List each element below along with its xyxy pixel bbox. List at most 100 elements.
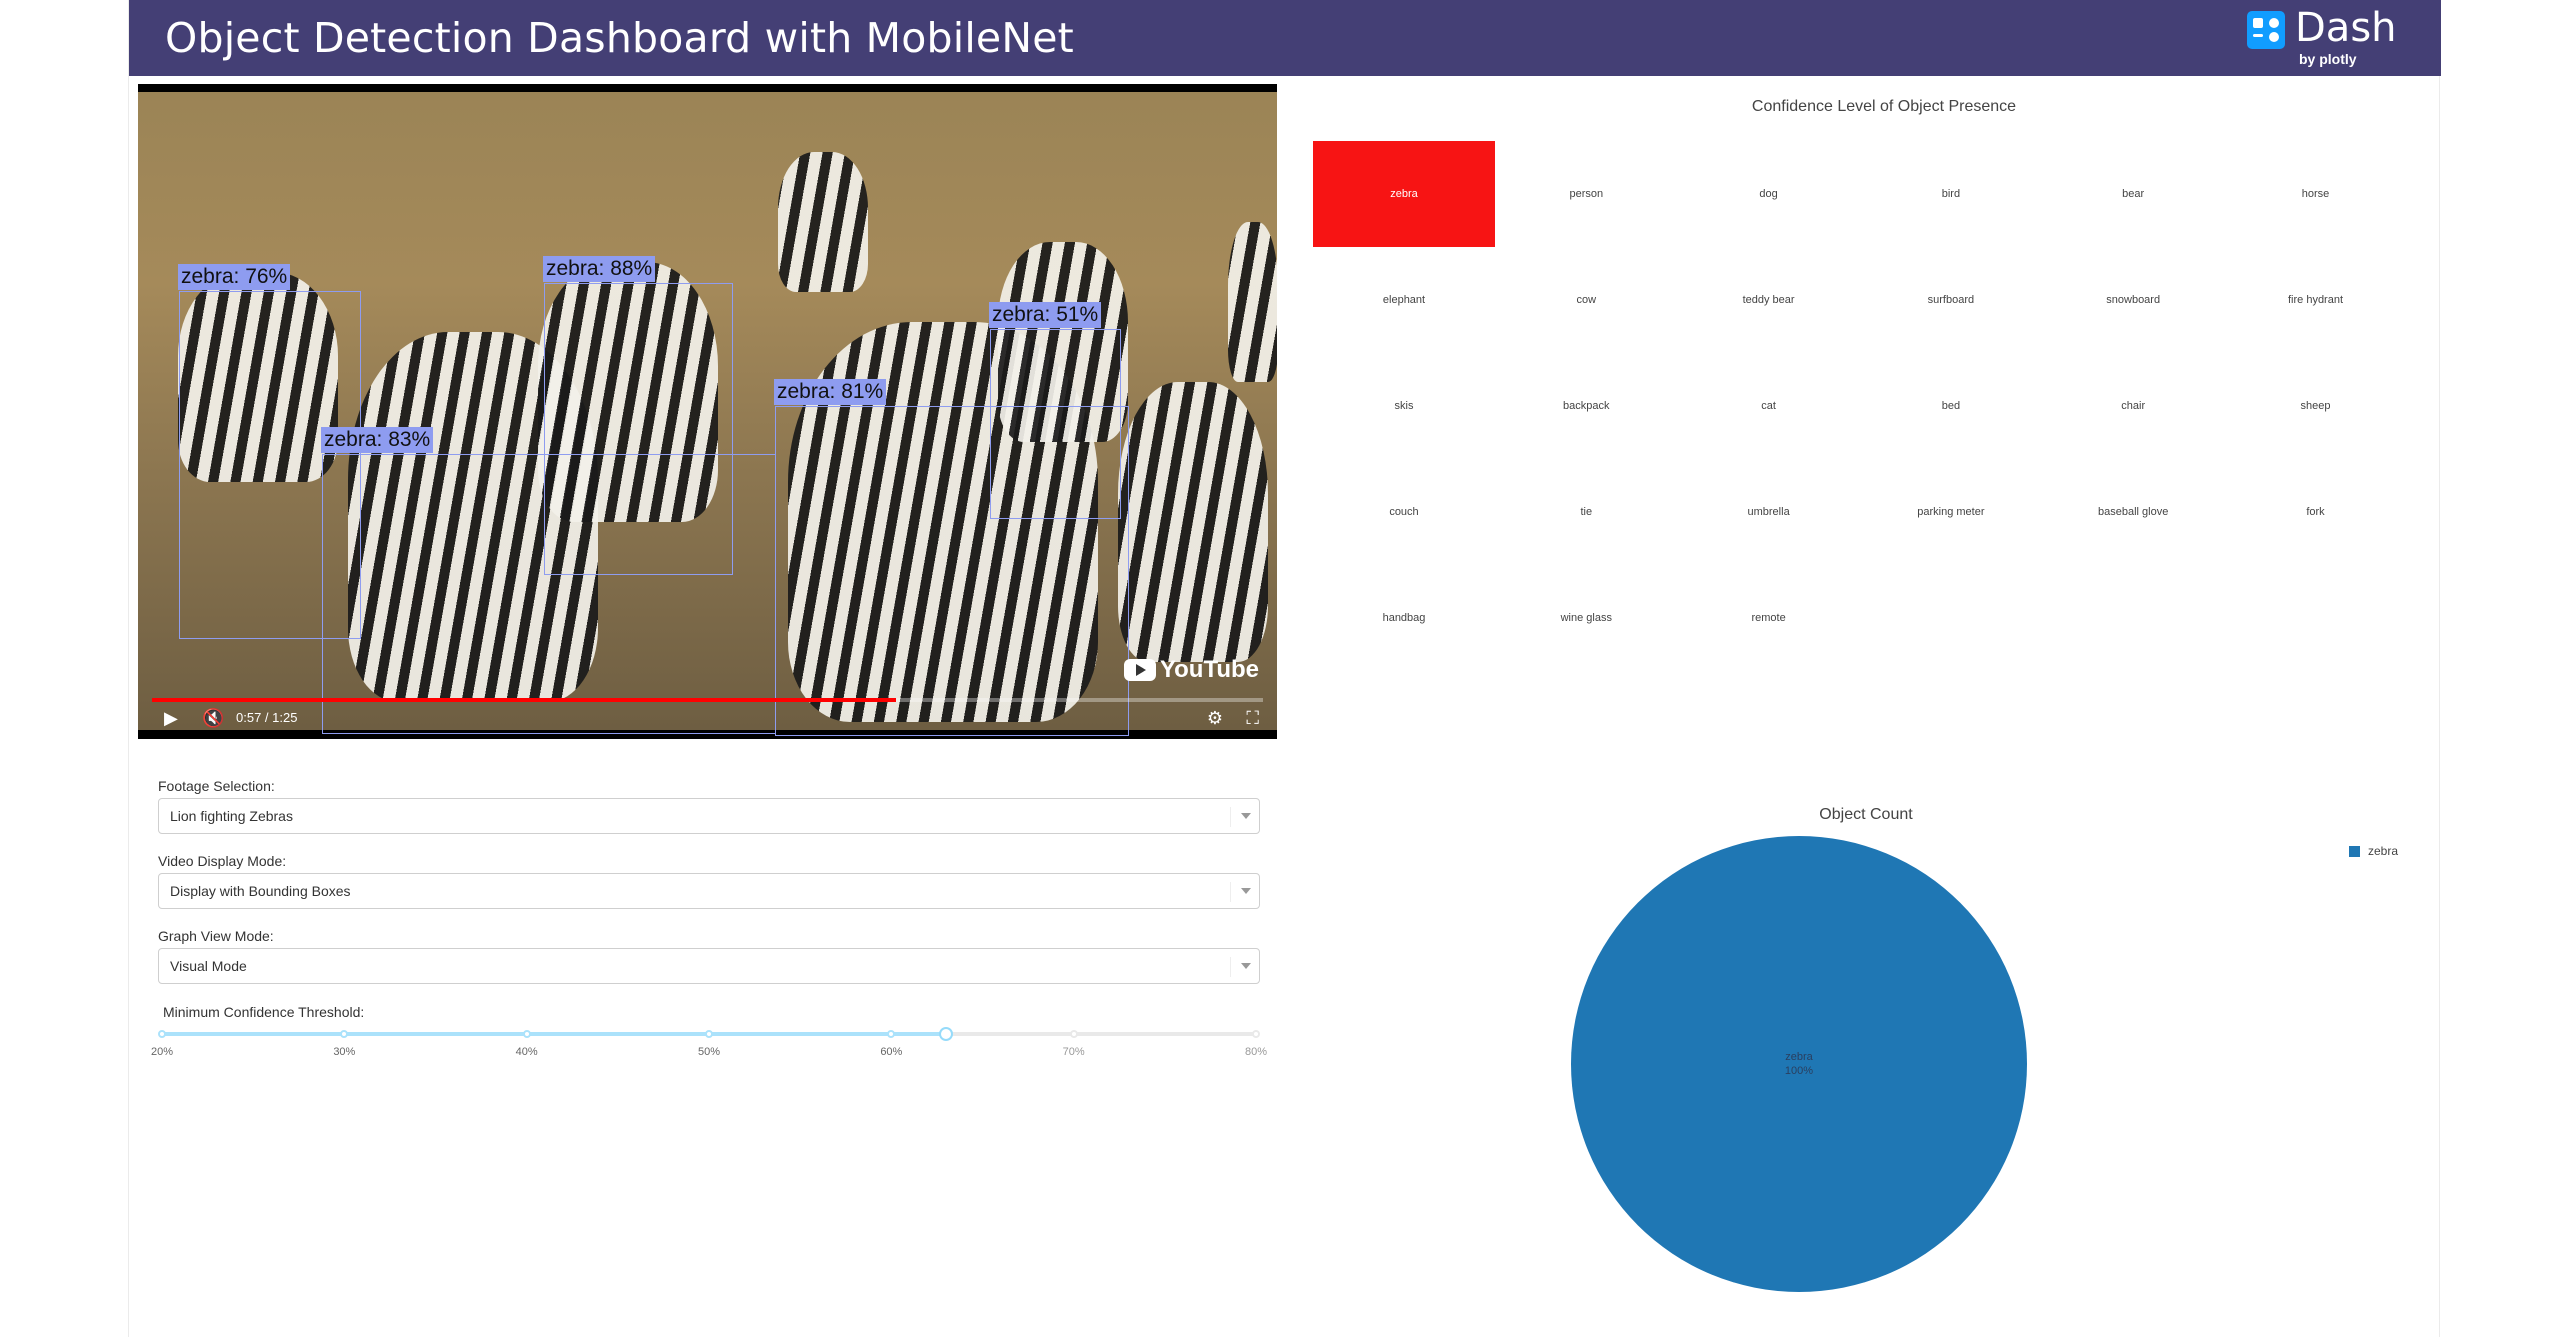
heatmap-cell[interactable]: fire hydrant [2287, 294, 2344, 306]
heatmap-cell[interactable]: cat [1761, 400, 1776, 412]
graph-view-mode-dropdown[interactable]: Visual Mode [158, 948, 1260, 984]
video-display-mode-value: Display with Bounding Boxes [170, 883, 351, 899]
slider-handle[interactable] [939, 1027, 954, 1041]
confidence-heatmap[interactable]: zebra person dog bird bear horse elephant cow te… [1313, 141, 2407, 671]
slider-dot[interactable] [340, 1030, 349, 1038]
heatmap-cell[interactable]: parking meter [1917, 506, 1985, 518]
heatmap-cell[interactable]: fork [2306, 506, 2325, 518]
slider-dot[interactable] [522, 1030, 531, 1038]
legend-label: zebra [2368, 844, 2399, 858]
chevron-down-icon[interactable] [1241, 963, 1251, 969]
footage-selection-label: Footage Selection: [158, 778, 275, 794]
heatmap-cell[interactable]: zebra [1313, 141, 1495, 247]
pie-slice-label: 100% [1785, 1065, 1813, 1077]
heatmap-cell[interactable]: snowboard [2106, 294, 2161, 306]
heatmap-cell[interactable]: horse [2301, 188, 2330, 200]
heatmap-cell[interactable]: sheep [2300, 400, 2331, 412]
youtube-wordmark: YouTube [1159, 656, 1259, 683]
slider-dot[interactable] [1252, 1030, 1260, 1038]
slider-mark-label[interactable]: 20% [150, 1046, 174, 1058]
slider-track [162, 1032, 947, 1036]
heatmap-cell[interactable]: handbag [1382, 612, 1426, 624]
heatmap-cell[interactable]: skis [1394, 400, 1414, 412]
pie-legend[interactable]: zebra [2349, 844, 2398, 858]
heatmap-cell[interactable]: umbrella [1747, 506, 1790, 518]
app-container: Object Detection Dashboard with MobileNe… [128, 0, 2441, 1337]
heatmap-cell[interactable]: remote [1751, 612, 1786, 624]
zebra-figure [1228, 222, 1277, 382]
page-title: Object Detection Dashboard with MobileNe… [165, 14, 1074, 62]
dash-logo[interactable]: Dash by plotly [2247, 5, 2397, 69]
legend-swatch [2349, 845, 2360, 857]
slider-dot[interactable] [1069, 1030, 1078, 1038]
pie-slice-zebra[interactable] [1571, 836, 2027, 1292]
banner: Object Detection Dashboard with MobileNe… [129, 0, 2441, 76]
detection-box: zebra: 81% [774, 379, 1129, 736]
video-progress-fill [152, 698, 897, 702]
slider-mark-label[interactable]: 80% [1244, 1046, 1268, 1058]
video-display-mode-label: Video Display Mode: [158, 853, 287, 869]
slider-mark-label[interactable]: 50% [697, 1046, 721, 1058]
zebra-figure [778, 152, 868, 292]
video-display-mode-dropdown[interactable]: Display with Bounding Boxes [158, 873, 1260, 909]
heatmap-cell[interactable]: cow [1576, 294, 1597, 306]
heatmap-title: Confidence Level of Object Presence [1751, 98, 2017, 115]
chevron-down-icon[interactable] [1241, 888, 1251, 894]
dropdown-separator [1230, 807, 1231, 827]
heatmap-cell[interactable]: surfboard [1927, 294, 1975, 306]
slider-mark-label[interactable]: 60% [880, 1046, 903, 1058]
heatmap-cell[interactable]: chair [2121, 400, 2146, 412]
graph-view-mode-value: Visual Mode [170, 958, 247, 974]
heatmap-cell[interactable]: dog [1759, 188, 1778, 200]
heatmap-cell[interactable]: backpack [1563, 400, 1610, 412]
footage-selection-value: Lion fighting Zebras [170, 808, 293, 824]
heatmap-cell[interactable]: tie [1580, 506, 1593, 518]
slider-mark-label[interactable]: 30% [333, 1046, 356, 1058]
confidence-threshold-slider[interactable]: 20% 30% 40% 50% 60% 70% 80% [151, 1027, 1267, 1058]
slider-mark-label[interactable]: 40% [515, 1046, 538, 1058]
heatmap-cell[interactable]: elephant [1382, 294, 1426, 306]
heatmap-cell[interactable] [1860, 565, 2042, 671]
heatmap-cell[interactable]: baseball glove [2098, 506, 2169, 518]
heatmap-cell[interactable]: couch [1389, 506, 1419, 518]
detection-box: zebra: 51% [989, 302, 1121, 519]
confidence-threshold-label: Minimum Confidence Threshold: [163, 1004, 365, 1020]
heatmap-cell[interactable] [2042, 565, 2224, 671]
heatmap-cell[interactable]: person [1569, 188, 1604, 200]
dash-logo-byline: by plotly [2299, 51, 2357, 67]
slider-mark-label[interactable]: 70% [1062, 1046, 1085, 1058]
dropdown-separator [1230, 957, 1231, 977]
pie-chart-title: Object Count [1819, 806, 1913, 823]
settings-gear-icon[interactable]: ⚙ [1206, 708, 1223, 728]
video-progress-bar[interactable] [152, 698, 1263, 702]
footage-selection-dropdown[interactable]: Lion fighting Zebras [158, 798, 1260, 834]
heatmap-cell[interactable]: teddy bear [1742, 294, 1795, 306]
youtube-watermark[interactable]: YouTube [1123, 656, 1259, 684]
slider-dot[interactable] [158, 1030, 166, 1038]
video-time: 0:57 / 1:25 [236, 710, 298, 725]
detection-box: zebra: 88% [543, 256, 733, 575]
slider-dot[interactable] [705, 1030, 713, 1038]
detection-box: zebra: 83% [321, 427, 776, 734]
heatmap-cell[interactable] [2225, 565, 2407, 671]
video-controls: ▶ 🔇 0:57 / 1:25 ⚙ ⛶ [138, 703, 1277, 733]
fullscreen-icon[interactable]: ⛶ [1246, 708, 1259, 728]
heatmap-cell[interactable]: bird [1941, 188, 1961, 200]
detection-label: zebra: 81% [774, 379, 887, 405]
dash-logo-icon [2247, 11, 2285, 49]
detection-box: zebra: 76% [178, 264, 361, 639]
object-count-pie-chart[interactable]: zebra 100% [1569, 834, 2029, 1294]
detection-label: zebra: 83% [321, 427, 434, 453]
detection-label: zebra: 88% [543, 256, 656, 282]
dropdown-separator [1230, 882, 1231, 902]
heatmap-cell[interactable]: bed [1941, 400, 1961, 412]
mute-icon[interactable]: 🔇 [202, 708, 225, 728]
slider-dot[interactable] [887, 1030, 896, 1038]
video-player[interactable]: zebra: 76% zebra: 88% zebra: 51% zebra: … [138, 84, 1277, 739]
heatmap-cell[interactable]: wine glass [1560, 612, 1612, 624]
youtube-play-icon [1123, 659, 1156, 681]
chevron-down-icon[interactable] [1241, 813, 1251, 819]
dash-logo-word: Dash [2295, 5, 2397, 51]
play-icon[interactable]: ▶ [164, 708, 178, 728]
heatmap-cell[interactable]: bear [2122, 188, 2145, 200]
